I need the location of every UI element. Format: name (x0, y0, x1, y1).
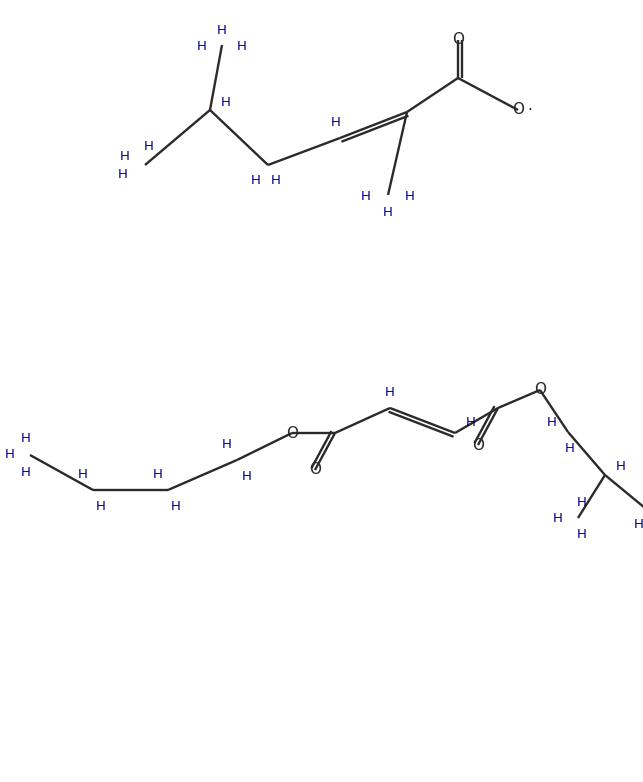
Text: H: H (361, 191, 371, 203)
Text: H: H (565, 442, 575, 454)
Text: H: H (96, 500, 106, 512)
Text: O: O (452, 33, 464, 48)
Text: H: H (144, 141, 154, 153)
Text: H: H (153, 468, 163, 480)
Text: H: H (547, 415, 557, 429)
Text: O: O (472, 437, 484, 453)
Text: ·: · (527, 102, 532, 117)
Text: H: H (466, 417, 476, 429)
Text: H: H (616, 461, 626, 473)
Text: H: H (383, 206, 393, 220)
Text: H: H (577, 528, 587, 540)
Text: H: H (251, 174, 261, 188)
Text: H: H (577, 496, 587, 508)
Text: H: H (197, 40, 207, 52)
Text: H: H (221, 95, 231, 109)
Text: H: H (5, 449, 15, 461)
Text: H: H (634, 518, 643, 530)
Text: H: H (237, 40, 247, 52)
Text: H: H (120, 150, 130, 163)
Text: H: H (78, 468, 88, 480)
Text: O: O (309, 462, 321, 478)
Text: H: H (21, 432, 31, 444)
Text: O: O (286, 425, 298, 440)
Text: H: H (171, 500, 181, 512)
Text: H: H (405, 191, 415, 203)
Text: H: H (553, 511, 563, 525)
Text: H: H (21, 465, 31, 479)
Text: H: H (331, 116, 341, 128)
Text: O: O (512, 102, 524, 117)
Text: H: H (217, 24, 227, 38)
Text: H: H (385, 386, 395, 399)
Text: H: H (271, 174, 281, 188)
Text: H: H (242, 469, 252, 482)
Text: O: O (534, 382, 546, 397)
Text: H: H (118, 168, 128, 181)
Text: H: H (222, 437, 232, 450)
